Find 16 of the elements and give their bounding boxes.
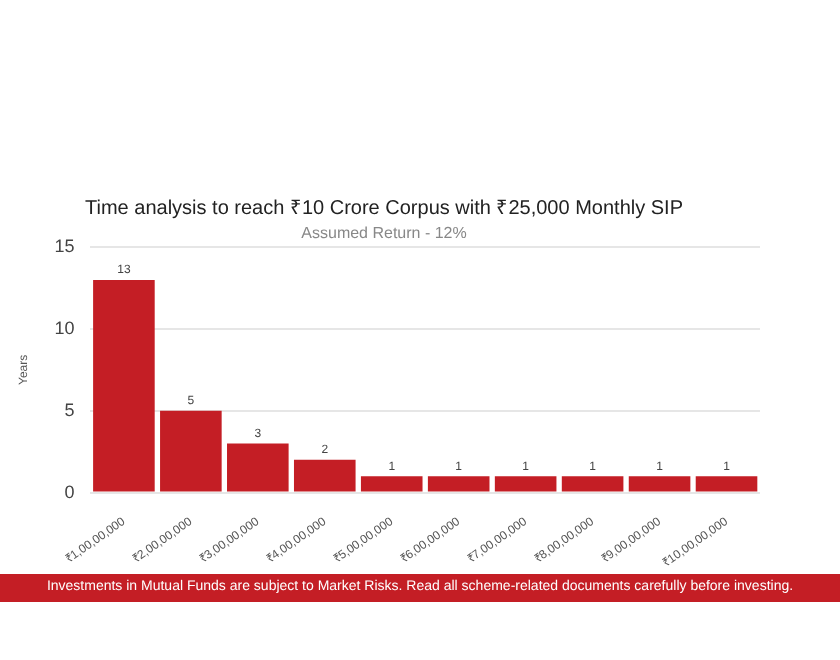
bar: [695, 476, 758, 492]
y-tick-label: 10: [54, 317, 75, 338]
chart-subtitle: Assumed Return - 12%: [301, 224, 467, 243]
chart-title: Time analysis to reach ₹10 Crore Corpus with ₹25,000 Monthly SIP: [85, 197, 684, 220]
y-tick-label: 15: [54, 236, 75, 257]
bar: [561, 476, 624, 492]
bar: [628, 476, 691, 492]
y-tick-label: 0: [64, 481, 75, 502]
bar: [227, 443, 289, 492]
y-tick-label: 5: [64, 399, 75, 420]
bar: [160, 410, 222, 492]
bar: [293, 459, 356, 492]
bar: [494, 476, 557, 492]
bar: [360, 476, 423, 492]
bar: [93, 279, 155, 492]
bar: [427, 476, 490, 492]
